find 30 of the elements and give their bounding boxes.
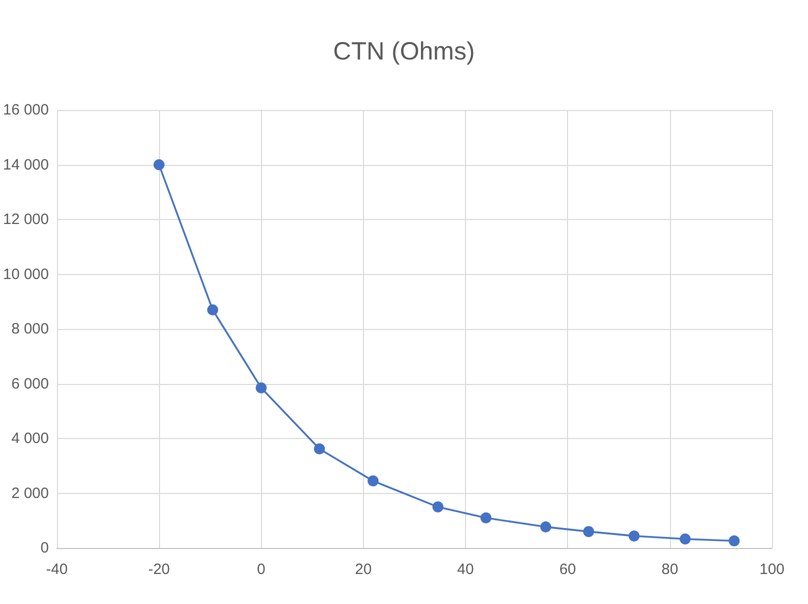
point <box>207 304 218 316</box>
point <box>154 159 165 170</box>
y-tick-label: 0 <box>40 540 49 556</box>
point <box>432 501 444 512</box>
point <box>583 526 594 538</box>
chart-title: CTN (Ohms) <box>333 38 475 66</box>
y-tick-label: 10 000 <box>2 266 49 283</box>
point <box>728 535 740 546</box>
x-tick-label: 40 <box>457 561 474 578</box>
x-tick-label: 80 <box>661 561 678 578</box>
x-tick-label: 0 <box>257 561 266 578</box>
point <box>540 521 552 532</box>
y-tick-label: 8 000 <box>11 320 49 338</box>
x-tick-label: -40 <box>46 561 68 578</box>
point <box>256 382 267 394</box>
x-tick-label: 100 <box>759 561 785 578</box>
point <box>628 530 640 542</box>
y-tick-label: 14 000 <box>2 156 49 174</box>
y-tick-label: 2 000 <box>11 484 49 502</box>
point <box>368 475 379 486</box>
y-tick-label: 12 000 <box>2 211 49 228</box>
y-tick-label: 6 000 <box>11 375 49 392</box>
x-tick-label: -20 <box>148 561 170 578</box>
point <box>680 533 691 544</box>
point <box>480 512 492 524</box>
point <box>314 443 325 454</box>
x-tick-label: 20 <box>355 561 372 578</box>
x-tick-label: 60 <box>559 561 576 578</box>
y-tick-label: 4 000 <box>11 430 49 447</box>
y-tick-label: 16 000 <box>2 102 49 118</box>
